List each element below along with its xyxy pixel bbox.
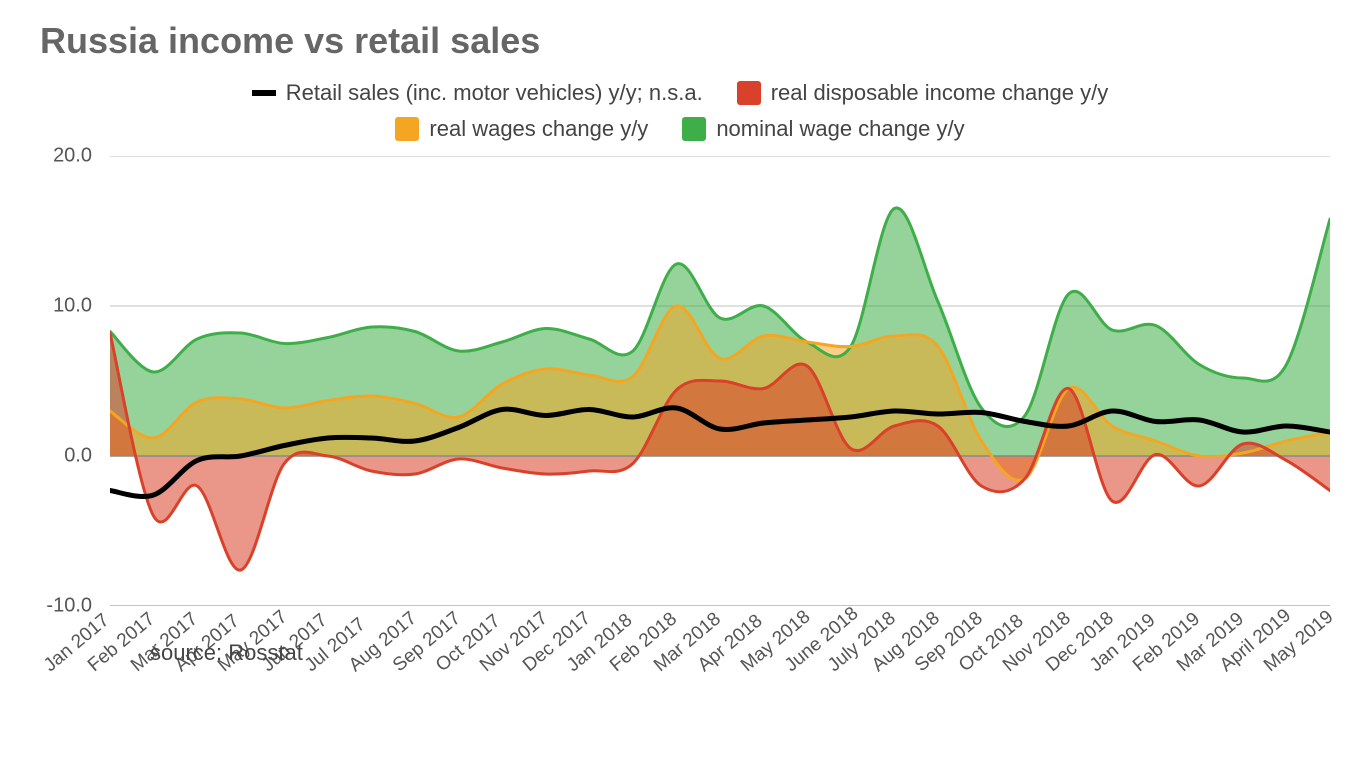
legend-swatch	[737, 81, 761, 105]
chart-title: Russia income vs retail sales	[30, 20, 1330, 62]
chart-svg	[110, 156, 1330, 606]
chart-container: Russia income vs retail sales Retail sal…	[30, 20, 1330, 747]
legend-item: Retail sales (inc. motor vehicles) y/y; …	[252, 80, 703, 106]
legend: Retail sales (inc. motor vehicles) y/y; …	[180, 80, 1180, 142]
plot-area: -10.00.010.020.0 Jan 2017Feb 2017Mar 201…	[30, 156, 1330, 606]
y-tick-label: 20.0	[53, 145, 92, 168]
y-tick-label: 0.0	[64, 444, 92, 467]
legend-label: nominal wage change y/y	[716, 116, 964, 142]
legend-swatch	[682, 117, 706, 141]
legend-label: real wages change y/y	[429, 116, 648, 142]
legend-item: nominal wage change y/y	[682, 116, 964, 142]
legend-swatch	[252, 90, 276, 96]
legend-item: real wages change y/y	[395, 116, 648, 142]
plot	[110, 156, 1330, 606]
x-axis-labels: Jan 2017Feb 2017Mar 2017Apr 2017May 2017…	[110, 608, 1330, 748]
y-tick-label: 10.0	[53, 294, 92, 317]
y-tick-label: -10.0	[46, 595, 92, 618]
legend-swatch	[395, 117, 419, 141]
source-text: source: Rosstat	[150, 640, 303, 666]
legend-label: Retail sales (inc. motor vehicles) y/y; …	[286, 80, 703, 106]
y-axis-labels: -10.00.010.020.0	[30, 156, 100, 606]
legend-item: real disposable income change y/y	[737, 80, 1109, 106]
legend-label: real disposable income change y/y	[771, 80, 1109, 106]
